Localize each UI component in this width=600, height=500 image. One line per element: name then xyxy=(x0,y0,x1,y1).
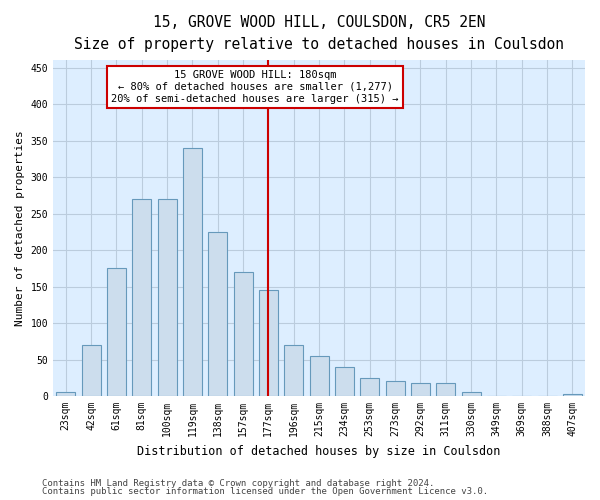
X-axis label: Distribution of detached houses by size in Coulsdon: Distribution of detached houses by size … xyxy=(137,444,501,458)
Text: Contains HM Land Registry data © Crown copyright and database right 2024.: Contains HM Land Registry data © Crown c… xyxy=(42,478,434,488)
Bar xyxy=(563,394,582,396)
Bar xyxy=(56,392,75,396)
Bar xyxy=(233,272,253,396)
Bar xyxy=(335,367,354,396)
Bar xyxy=(436,383,455,396)
Bar xyxy=(208,232,227,396)
Bar xyxy=(284,345,303,396)
Bar xyxy=(461,392,481,396)
Y-axis label: Number of detached properties: Number of detached properties xyxy=(15,130,25,326)
Bar xyxy=(411,383,430,396)
Title: 15, GROVE WOOD HILL, COULSDON, CR5 2EN
Size of property relative to detached hou: 15, GROVE WOOD HILL, COULSDON, CR5 2EN S… xyxy=(74,15,564,52)
Bar xyxy=(360,378,379,396)
Bar xyxy=(183,148,202,396)
Bar xyxy=(107,268,126,396)
Text: Contains public sector information licensed under the Open Government Licence v3: Contains public sector information licen… xyxy=(42,487,488,496)
Bar xyxy=(259,290,278,396)
Bar xyxy=(310,356,329,396)
Bar xyxy=(132,199,151,396)
Bar xyxy=(82,345,101,396)
Bar xyxy=(386,382,404,396)
Bar xyxy=(158,199,176,396)
Text: 15 GROVE WOOD HILL: 180sqm
← 80% of detached houses are smaller (1,277)
20% of s: 15 GROVE WOOD HILL: 180sqm ← 80% of deta… xyxy=(112,70,399,104)
